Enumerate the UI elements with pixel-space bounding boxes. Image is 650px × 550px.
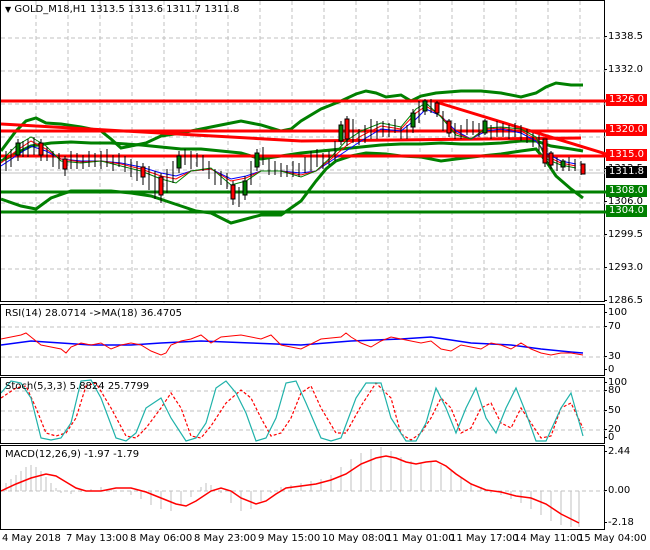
stoch-tick: 0 [603,432,615,443]
current-price-label: 1311.8 [606,166,647,178]
rsi-tick: 0 [603,364,615,375]
stoch-title: Stoch(5,3,3) 5.8824 25.7799 [5,381,150,392]
triangle-down-icon[interactable]: ▼ [5,5,12,14]
time-tick: 11 May 17:00 [450,533,519,544]
stoch-tick: 80 [604,385,621,396]
price-axis[interactable]: 1338.5 1332.0 1312.5 1306.0 1299.5 1293.… [604,0,650,306]
macd-tick: 0.00 [603,485,631,496]
price-tick: 1293.0 [604,262,643,273]
level-label-resistance: 1326.0 [606,94,647,106]
price-chart [1,1,606,303]
stoch-tick: 100 [603,377,628,388]
symbol-ohlc: GOLD_M18,H1 1313.5 1313.6 1311.7 1311.8 [14,4,240,15]
rsi-title: RSI(14) 28.0714 ->MA(18) 36.4705 [5,308,182,319]
stoch-axis: 100 80 50 20 0 [603,377,650,444]
time-tick: 8 May 06:00 [130,533,193,544]
rsi-chart [1,326,606,358]
macd-title: MACD(12,26,9) -1.97 -1.79 [5,449,140,460]
time-tick: 15 May 04:00 [578,533,647,544]
main-chart-pane[interactable]: ▼ GOLD_M18,H1 1313.5 1313.6 1311.7 1311.… [0,0,606,303]
macd-axis: 2.44 0.00 -2.18 [603,445,650,530]
rsi-tick: 30 [604,351,621,362]
stoch-tick: 20 [604,424,621,435]
price-tick: 1286.5 [604,295,643,306]
time-tick: 9 May 15:00 [258,533,321,544]
rsi-tick: 100 [603,307,628,318]
level-label-resistance: 1320.0 [606,124,647,136]
time-tick: 10 May 08:00 [322,533,391,544]
stoch-tick: 50 [604,405,621,416]
time-tick: 11 May 01:00 [386,533,455,544]
level-label-support: 1304.0 [606,205,647,217]
level-label-resistance: 1315.0 [606,149,647,161]
price-tick: 1332.0 [604,64,643,75]
price-tick: 1338.5 [604,31,643,42]
macd-tick: -2.18 [604,517,634,528]
macd-chart [1,447,606,527]
stoch-chart [1,379,606,442]
price-tick: 1306.0 [604,196,643,207]
price-tick: 1299.5 [604,229,643,240]
stochastic-pane[interactable]: Stoch(5,3,3) 5.8824 25.7799 [0,377,606,444]
rsi-axis: 100 70 30 0 [603,304,650,376]
level-label-support: 1308.0 [606,185,647,197]
chart-header: ▼ GOLD_M18,H1 1313.5 1313.6 1311.7 1311.… [5,4,239,15]
time-tick: 14 May 11:00 [514,533,583,544]
macd-pane[interactable]: MACD(12,26,9) -1.97 -1.79 [0,445,606,530]
rsi-pane[interactable]: RSI(14) 28.0714 ->MA(18) 36.4705 [0,304,606,376]
time-tick: 8 May 23:00 [194,533,257,544]
macd-tick: 2.44 [603,446,631,457]
rsi-tick: 70 [604,321,621,332]
time-tick: 7 May 13:00 [66,533,129,544]
time-tick: 4 May 2018 [2,533,61,544]
